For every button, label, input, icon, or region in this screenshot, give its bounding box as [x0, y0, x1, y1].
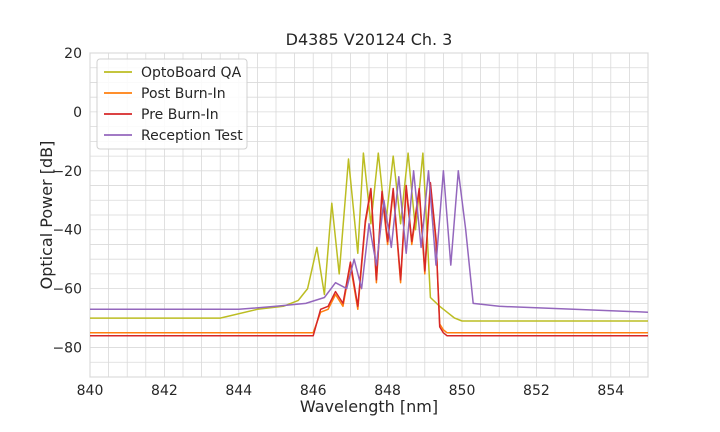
legend-box: [96, 58, 248, 150]
legend: OptoBoard QA Post Burn-In Pre Burn-In Recep…: [96, 58, 248, 150]
chart-title: D4385 V20124 Ch. 3: [286, 30, 453, 49]
series-line-reception-test: [90, 170, 648, 313]
series-line-pre-burn-in: [90, 181, 648, 337]
x-axis-label: Wavelength [nm]: [300, 397, 438, 416]
legend-label-optoboard-qa: OptoBoard QA: [141, 65, 242, 81]
y-tick-label: 0: [73, 105, 82, 121]
x-tick-label: 840: [77, 383, 104, 399]
x-tick-label: 848: [374, 383, 401, 399]
x-tick-label: 846: [300, 383, 327, 399]
x-tick-label: 844: [225, 383, 252, 399]
series-layer: [90, 152, 648, 337]
y-tick-label: −60: [52, 282, 82, 298]
y-tick-label: 20: [64, 46, 82, 62]
x-axis-ticks: 840 842 844 846 848 850 852 854: [77, 383, 625, 399]
legend-label-post-burn-in: Post Burn-In: [141, 86, 226, 102]
y-tick-label: −80: [52, 341, 82, 357]
x-tick-label: 842: [151, 383, 178, 399]
legend-label-reception-test: Reception Test: [141, 128, 243, 144]
legend-label-pre-burn-in: Pre Burn-In: [141, 107, 219, 123]
x-tick-label: 854: [597, 383, 624, 399]
x-tick-label: 852: [523, 383, 550, 399]
y-axis-ticks: −80 −60 −40 −20 0 20: [52, 46, 82, 357]
x-tick-label: 850: [449, 383, 476, 399]
y-tick-label: −40: [52, 223, 82, 239]
y-axis-label: Optical Power [dB]: [37, 141, 56, 290]
series-line-optoboard-qa: [90, 152, 648, 322]
y-tick-label: −20: [52, 164, 82, 180]
